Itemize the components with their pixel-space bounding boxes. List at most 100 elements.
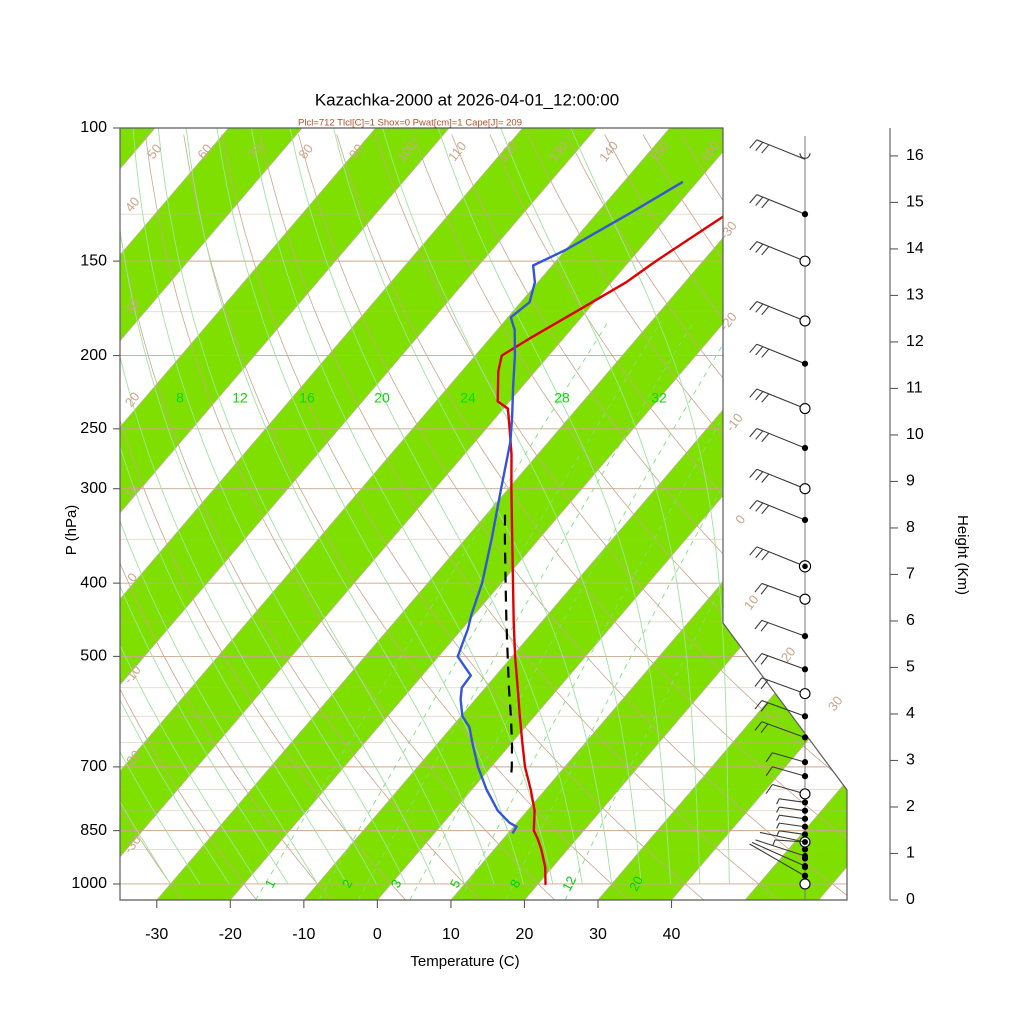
level-dot (801, 823, 809, 830)
moist-adiabat-label-8: 8 (176, 390, 184, 406)
p-tick-300: 300 (80, 480, 107, 497)
wind-barb (776, 798, 809, 806)
level-circle (799, 483, 811, 495)
dry-adiabat-label-right-10: 10 (741, 592, 762, 613)
t-tick-10: 10 (442, 926, 460, 943)
h-tick-2: 2 (906, 798, 915, 815)
level-dot (801, 666, 809, 673)
sounding-indices-subtitle: Plcl=712 Tlcl[C]=1 Shox=0 Pwat[cm]=1 Cap… (298, 118, 522, 129)
t-tick--30: -30 (145, 926, 168, 943)
p-tick-250: 250 (80, 420, 107, 437)
dry-adiabat-label-top-110: 110 (445, 139, 470, 165)
mixing-ratio-label-3: 3 (388, 877, 405, 890)
dry-adiabat-label-top-140: 140 (596, 138, 621, 164)
wind-barb (754, 653, 809, 673)
wind-barb (754, 677, 811, 700)
h-tick-4: 4 (906, 705, 915, 722)
wind-barb (749, 139, 811, 160)
mixing-ratio-label-12: 12 (559, 874, 579, 894)
wind-barb (799, 878, 811, 890)
level-dot (801, 815, 809, 822)
wind-barb (801, 846, 809, 853)
mixing-ratio-label-1: 1 (262, 877, 279, 890)
h-tick-6: 6 (906, 612, 915, 629)
h-tick-15: 15 (906, 194, 924, 211)
level-circle (799, 878, 811, 890)
h-tick-8: 8 (906, 519, 915, 536)
wind-barb (749, 843, 808, 879)
t-tick-30: 30 (589, 926, 607, 943)
h-tick-11: 11 (906, 380, 923, 397)
level-dot (801, 516, 809, 524)
profile-temperature (496, 166, 796, 886)
p-tick-700: 700 (80, 758, 107, 775)
level-circle (799, 688, 811, 700)
wind-barb (749, 241, 811, 267)
wind-barb-column (749, 136, 812, 900)
p-tick-400: 400 (80, 574, 107, 591)
t-tick-40: 40 (663, 926, 681, 943)
h-tick-16: 16 (906, 147, 924, 164)
dry-adiabat-label-right-20: 20 (778, 644, 799, 665)
p-tick-1000: 1000 (71, 875, 107, 892)
level-circle (799, 593, 811, 605)
level-dot (801, 807, 809, 814)
level-dot (801, 831, 809, 838)
moist-adiabat-label-20: 20 (374, 390, 390, 406)
wind-barb (776, 822, 809, 830)
wind-barb (765, 766, 809, 780)
dry-adiabat-label-right--10: -10 (722, 410, 745, 434)
wind-barb (749, 499, 809, 524)
level-dot (801, 444, 809, 452)
dry-adiabat-label-right-0: 0 (732, 512, 748, 527)
t-tick--10: -10 (292, 926, 315, 943)
t-tick-0: 0 (373, 926, 382, 943)
moist-adiabat-lines (120, 128, 730, 885)
moist-adiabat-label-16: 16 (299, 390, 315, 406)
wind-barb (765, 752, 809, 766)
page-title: Kazachka-2000 at 2026-04-01_12:00:00 (315, 90, 619, 109)
t-tick-20: 20 (516, 926, 534, 943)
h-tick-10: 10 (906, 426, 924, 443)
level-dot (801, 846, 809, 853)
wind-barb (759, 831, 808, 845)
x-axis-label: Temperature (C) (410, 953, 519, 970)
h-tick-14: 14 (906, 240, 924, 257)
wind-barb (776, 814, 809, 822)
p-tick-200: 200 (80, 347, 107, 364)
wind-barb (749, 194, 809, 218)
y2-axis-label: Height (Km) (954, 515, 971, 595)
level-dot (801, 773, 809, 780)
mixing-ratio-label-20: 20 (626, 874, 646, 894)
h-tick-1: 1 (906, 845, 915, 862)
h-tick-13: 13 (906, 287, 924, 304)
dry-adiabat-label-left-40: 40 (122, 194, 143, 215)
level-dot (801, 799, 809, 806)
dry-adiabat-label-right-30: 30 (825, 693, 846, 714)
level-dot (801, 211, 809, 218)
sounding-profiles (456, 166, 796, 886)
wind-barb (755, 839, 808, 859)
h-tick-12: 12 (906, 333, 924, 350)
moist-adiabat-label-28: 28 (554, 390, 570, 406)
level-dot (801, 734, 809, 741)
level-dot (801, 360, 809, 367)
wind-barb (751, 841, 808, 869)
moist-adiabat-label-32: 32 (651, 390, 667, 406)
level-circle (799, 402, 811, 415)
wind-barb (754, 700, 809, 720)
h-tick-0: 0 (906, 891, 915, 908)
profile-parcel (503, 509, 514, 773)
level-circle (799, 315, 811, 327)
h-tick-3: 3 (906, 752, 915, 769)
wind-barb (749, 388, 811, 415)
p-tick-100: 100 (80, 119, 107, 136)
wind-barb (776, 830, 809, 838)
p-tick-500: 500 (80, 648, 107, 665)
p-tick-850: 850 (80, 822, 107, 839)
mixing-ratio-label-5: 5 (447, 877, 464, 890)
p-tick-150: 150 (80, 252, 107, 269)
wind-barb (749, 300, 811, 327)
